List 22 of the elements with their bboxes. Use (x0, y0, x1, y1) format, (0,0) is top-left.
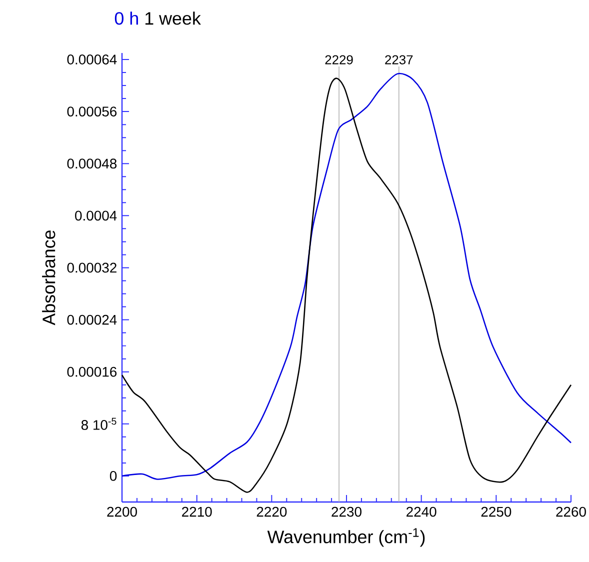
ref-line-label: 2237 (385, 55, 413, 64)
x-tick-label: 2240 (406, 506, 436, 517)
y-tick-label: 0.00064 (67, 54, 117, 64)
x-tick-label: 2260 (556, 506, 586, 517)
x-tick-label: 2210 (182, 506, 212, 517)
y-tick-label: 0.0004 (75, 210, 117, 221)
y-tick-label: 0.00016 (67, 366, 117, 377)
y-tick-label: 0.00032 (67, 262, 116, 273)
text: 0 h (114, 12, 138, 25)
x-tick-label: 2220 (256, 506, 287, 517)
y-tick-label: 0.00056 (67, 106, 117, 116)
x-tick-label: 2200 (107, 506, 137, 517)
y-axis-title: Absorbance (42, 230, 56, 326)
y-tick-label: 8 10$^{-5}$ (81, 418, 116, 430)
x-axis-title: Wavenumber (cm$^{-1}$) (267, 528, 425, 547)
ref-line-label: 2229 (325, 55, 353, 64)
x-tick-label: 2230 (332, 506, 362, 517)
y-tick-label: 0.00024 (67, 314, 117, 325)
x-tick-label: 2250 (481, 506, 512, 517)
y-tick-label: 0 (110, 471, 117, 481)
y-tick-label: 0.00048 (67, 158, 117, 169)
text: 1 week (145, 12, 201, 25)
